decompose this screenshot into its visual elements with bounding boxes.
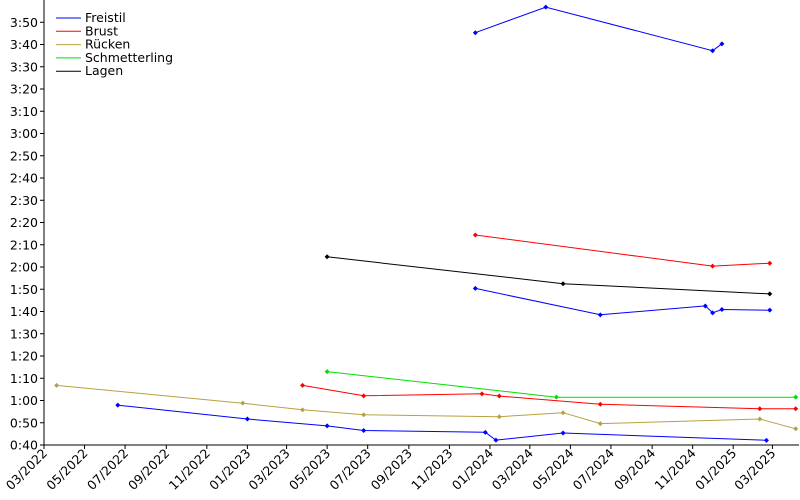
- data-point: [560, 430, 566, 436]
- x-tick-label: 09/2024: [611, 445, 658, 492]
- series-line: [475, 6, 723, 52]
- data-point: [597, 312, 603, 318]
- series-line: [327, 256, 770, 295]
- y-tick-label: 1:50: [10, 282, 38, 297]
- legend-label: Schmetterling: [85, 50, 173, 65]
- y-tick-label: 1:30: [10, 326, 38, 341]
- x-tick-label: 07/2024: [570, 445, 617, 492]
- x-tick-label: 09/2022: [125, 446, 172, 493]
- y-tick-label: 2:10: [10, 237, 38, 252]
- data-point: [553, 394, 559, 400]
- y-tick-label: 3:50: [10, 15, 38, 30]
- y-tick-label: 0:40: [10, 438, 38, 453]
- data-point: [240, 400, 246, 406]
- y-tick-label: 2:20: [10, 215, 38, 230]
- y-tick-label: 1:20: [10, 349, 38, 364]
- data-point: [361, 412, 367, 418]
- data-point: [793, 426, 799, 432]
- data-point: [767, 291, 773, 297]
- data-point: [479, 391, 485, 397]
- data-point: [763, 437, 769, 443]
- y-tick-label: 3:10: [10, 104, 38, 119]
- data-point: [324, 369, 330, 375]
- data-point: [757, 416, 763, 422]
- x-tick-label: 07/2023: [326, 446, 373, 493]
- x-tick-label: 01/2025: [692, 446, 739, 493]
- x-tick-label: 05/2023: [286, 446, 333, 493]
- legend-label: Brust: [85, 23, 118, 38]
- x-tick-label: 05/2022: [43, 446, 90, 493]
- x-tick-label: 09/2023: [368, 446, 415, 493]
- data-point: [300, 407, 306, 413]
- data-point: [597, 401, 603, 407]
- data-point: [597, 421, 603, 427]
- y-tick-label: 1:40: [10, 304, 38, 319]
- data-point: [793, 406, 799, 412]
- data-point: [324, 423, 330, 429]
- data-point: [767, 260, 773, 266]
- data-point: [757, 406, 763, 412]
- series-line: [327, 371, 796, 398]
- data-point: [543, 4, 549, 10]
- data-point: [496, 393, 502, 399]
- x-tick-label: 11/2022: [166, 446, 213, 493]
- y-tick-label: 1:10: [10, 371, 38, 386]
- data-point: [793, 394, 799, 400]
- y-tick-label: 2:00: [10, 260, 38, 275]
- legend-label: Lagen: [85, 63, 123, 78]
- data-point: [300, 382, 306, 388]
- x-tick-label: 05/2024: [529, 445, 576, 492]
- x-tick-label: 03/2022: [3, 446, 50, 493]
- series-line: [117, 404, 767, 441]
- y-tick-label: 2:30: [10, 193, 38, 208]
- x-tick-label: 11/2023: [408, 446, 455, 493]
- x-tick-label: 01/2023: [206, 446, 253, 493]
- series-line: [475, 234, 770, 267]
- data-point: [710, 48, 716, 54]
- data-point: [710, 263, 716, 269]
- y-tick-label: 3:40: [10, 37, 38, 52]
- data-point: [361, 428, 367, 434]
- data-point: [324, 254, 330, 260]
- x-tick-label: 03/2025: [731, 446, 778, 493]
- data-point: [719, 306, 725, 312]
- y-tick-label: 2:50: [10, 148, 38, 163]
- legend-label: Freistil: [85, 10, 126, 25]
- data-point: [115, 402, 121, 408]
- x-tick-label: 11/2024: [651, 445, 698, 492]
- y-tick-label: 1:00: [10, 393, 38, 408]
- data-point: [496, 414, 502, 420]
- y-tick-label: 0:50: [10, 415, 38, 430]
- data-point: [560, 410, 566, 416]
- data-point: [54, 382, 60, 388]
- data-point: [493, 437, 499, 443]
- data-point: [482, 429, 488, 435]
- data-point: [710, 310, 716, 316]
- data-point: [560, 281, 566, 287]
- y-tick-label: 3:20: [10, 82, 38, 97]
- y-tick-label: 2:40: [10, 171, 38, 186]
- data-point: [719, 41, 725, 47]
- data-point: [472, 30, 478, 36]
- data-point: [361, 393, 367, 399]
- data-point: [472, 285, 478, 291]
- legend-label: Rücken: [85, 37, 130, 52]
- x-tick-label: 01/2024: [449, 445, 496, 492]
- x-tick-label: 03/2024: [489, 445, 536, 492]
- data-point: [767, 307, 773, 313]
- y-tick-label: 3:00: [10, 126, 38, 141]
- x-tick-label: 03/2023: [245, 446, 292, 493]
- data-point: [244, 416, 250, 422]
- data-point: [702, 303, 708, 309]
- y-tick-label: 3:30: [10, 59, 38, 74]
- x-tick-label: 07/2022: [84, 446, 131, 493]
- data-point: [472, 232, 478, 238]
- series-line: [475, 287, 770, 316]
